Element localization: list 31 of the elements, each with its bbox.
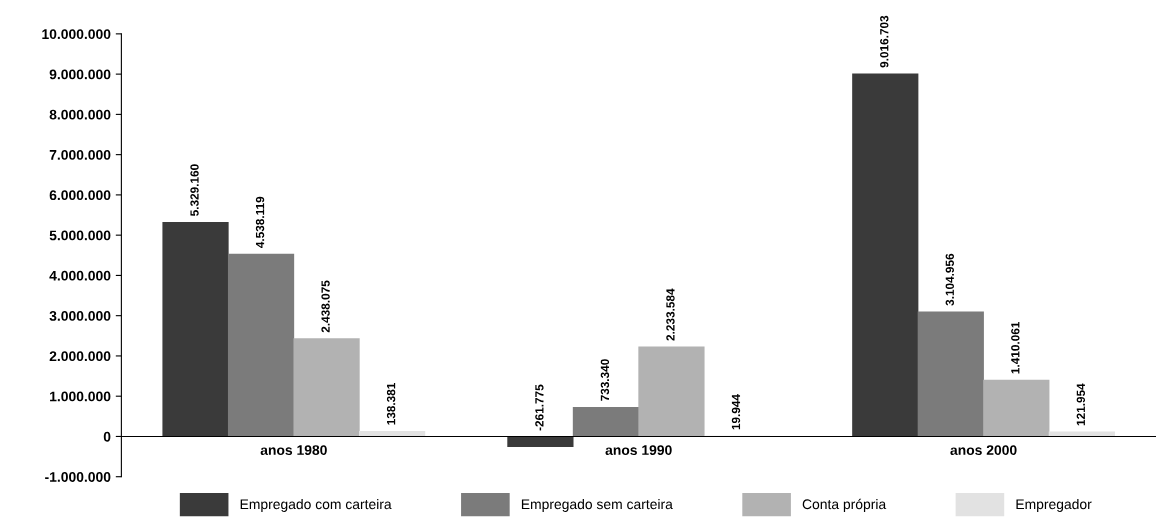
y-tick-label: 5.000.000 xyxy=(49,230,111,241)
data-label: 5.329.160 xyxy=(190,164,199,216)
legend-label: Empregador xyxy=(1016,498,1092,512)
y-tick-label: 2.000.000 xyxy=(49,351,111,362)
y-tick-label: -1.000.000 xyxy=(45,472,111,482)
y-tick-label: 8.000.000 xyxy=(49,109,111,120)
y-tick-label: 9.000.000 xyxy=(49,69,111,80)
data-label: 19.944 xyxy=(731,394,741,430)
legend-label: Empregado sem carteira xyxy=(521,498,673,512)
data-label: 121.954 xyxy=(1076,383,1086,426)
y-tick-label: 4.000.000 xyxy=(49,270,111,281)
y-tick-label: 1.000.000 xyxy=(50,391,111,402)
data-label: 138.381 xyxy=(386,382,396,425)
legend-label: Conta própria xyxy=(802,498,887,512)
y-tick-label: 3.000.000 xyxy=(49,311,111,321)
data-label: -261.775 xyxy=(535,384,544,431)
y-tick-label: 6.000.000 xyxy=(49,190,111,201)
x-tick-label: anos 2000 xyxy=(950,445,1017,455)
data-label: 2.233.584 xyxy=(666,288,675,341)
data-label: 3.104.956 xyxy=(945,253,954,306)
data-label: 733.340 xyxy=(600,359,610,401)
data-label: 4.538.119 xyxy=(255,196,265,249)
data-label: 1.410.061 xyxy=(1011,321,1020,374)
data-label: 2.438.075 xyxy=(321,280,330,333)
y-tick-label: 7.000.000 xyxy=(49,149,111,160)
legend-label: Empregado com carteira xyxy=(240,498,392,512)
y-tick-label: 10.000.000 xyxy=(42,29,111,40)
data-label: 9.016.703 xyxy=(880,15,889,68)
x-tick-label: anos 1990 xyxy=(605,445,672,455)
x-tick-label: anos 1980 xyxy=(260,445,327,455)
y-tick-label: 0 xyxy=(103,431,111,442)
